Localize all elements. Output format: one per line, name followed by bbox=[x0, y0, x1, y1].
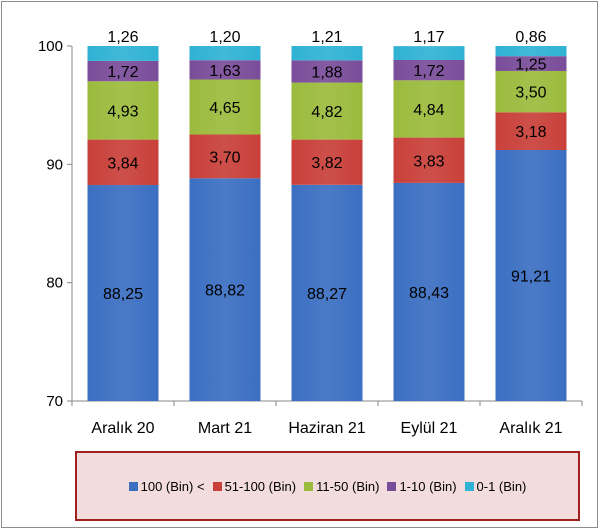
data-label: 3,84 bbox=[107, 155, 138, 172]
legend-swatch bbox=[464, 481, 474, 491]
data-label: 0,86 bbox=[515, 29, 546, 46]
data-label: 3,18 bbox=[515, 124, 546, 141]
legend-swatch bbox=[128, 481, 138, 491]
data-label: 1,17 bbox=[413, 29, 444, 46]
bar-segment bbox=[291, 139, 363, 185]
data-label: 88,43 bbox=[409, 285, 449, 302]
data-label: 1,21 bbox=[311, 29, 342, 46]
bar-segment bbox=[393, 46, 465, 60]
legend-swatch bbox=[387, 481, 397, 491]
data-label: 1,26 bbox=[107, 29, 138, 46]
legend-label: 11-50 (Bin) bbox=[316, 478, 380, 494]
bar-segment bbox=[189, 178, 261, 401]
data-label: 1,72 bbox=[107, 64, 138, 81]
chart-legend: 100 (Bin) < 51-100 (Bin) 11-50 (Bin) 1-10 (… bbox=[75, 451, 580, 521]
bar-segment bbox=[189, 134, 261, 179]
bar-segment bbox=[495, 112, 567, 151]
y-tick-label: 100 bbox=[38, 38, 63, 55]
legend-item: 51-100 (Bin) bbox=[212, 478, 297, 494]
data-label: 4,84 bbox=[413, 102, 444, 119]
y-tick-label: 80 bbox=[46, 275, 63, 292]
data-label: 88,27 bbox=[307, 286, 347, 303]
data-label: 4,82 bbox=[311, 104, 342, 121]
bar-segment bbox=[87, 185, 159, 401]
legend-item: 0-1 (Bin) bbox=[464, 478, 527, 494]
bar-segment bbox=[495, 56, 567, 71]
bar-segment bbox=[87, 81, 159, 140]
bar-segment bbox=[291, 184, 363, 401]
legend-label: 51-100 (Bin) bbox=[224, 478, 297, 494]
bar-segment bbox=[393, 182, 465, 401]
data-label: 1,88 bbox=[311, 64, 342, 81]
bar-segment bbox=[393, 137, 465, 183]
bar-segment bbox=[291, 60, 363, 83]
data-label: 3,50 bbox=[515, 85, 546, 102]
bar-segment bbox=[189, 46, 261, 61]
legend-label: 0-1 (Bin) bbox=[476, 478, 527, 494]
data-label: 4,93 bbox=[107, 103, 138, 120]
x-tick-label: Haziran 21 bbox=[288, 420, 365, 437]
data-label: 4,65 bbox=[209, 100, 240, 117]
x-tick-label: Mart 21 bbox=[198, 420, 252, 437]
y-tick-label: 70 bbox=[46, 393, 63, 410]
y-tick-label: 90 bbox=[46, 156, 63, 173]
data-label: 1,20 bbox=[209, 29, 240, 46]
data-label: 1,63 bbox=[209, 63, 240, 80]
bar-segment bbox=[291, 46, 363, 61]
bar-segment bbox=[393, 80, 465, 138]
data-label: 3,70 bbox=[209, 149, 240, 166]
data-label: 88,82 bbox=[205, 283, 245, 300]
data-label: 3,82 bbox=[311, 155, 342, 172]
legend-item: 100 (Bin) < bbox=[128, 478, 205, 494]
data-label: 3,83 bbox=[413, 153, 444, 170]
data-label: 1,25 bbox=[515, 57, 546, 74]
x-tick-label: Eylül 21 bbox=[401, 420, 458, 437]
bar-segment bbox=[495, 46, 567, 57]
bar-segment bbox=[87, 139, 159, 186]
data-label: 1,72 bbox=[413, 63, 444, 80]
bar-segment bbox=[189, 79, 261, 135]
data-label: 91,21 bbox=[511, 269, 551, 286]
bar-segment bbox=[495, 150, 567, 401]
legend-swatch bbox=[212, 481, 222, 491]
legend-label: 100 (Bin) < bbox=[140, 478, 205, 494]
legend-label: 1-10 (Bin) bbox=[399, 478, 457, 494]
bar-segment bbox=[495, 70, 567, 113]
bar-segment bbox=[87, 46, 159, 61]
legend-swatch bbox=[304, 481, 314, 491]
legend-item: 1-10 (Bin) bbox=[387, 478, 457, 494]
bar-segment bbox=[87, 60, 159, 82]
x-tick-label: Aralık 20 bbox=[91, 420, 154, 437]
data-label: 88,25 bbox=[103, 286, 143, 303]
legend-item: 11-50 (Bin) bbox=[304, 479, 379, 494]
bar-segment bbox=[393, 59, 465, 81]
bar-segment bbox=[189, 60, 261, 80]
x-tick-label: Aralık 21 bbox=[499, 420, 562, 437]
bar-segment bbox=[291, 82, 363, 140]
